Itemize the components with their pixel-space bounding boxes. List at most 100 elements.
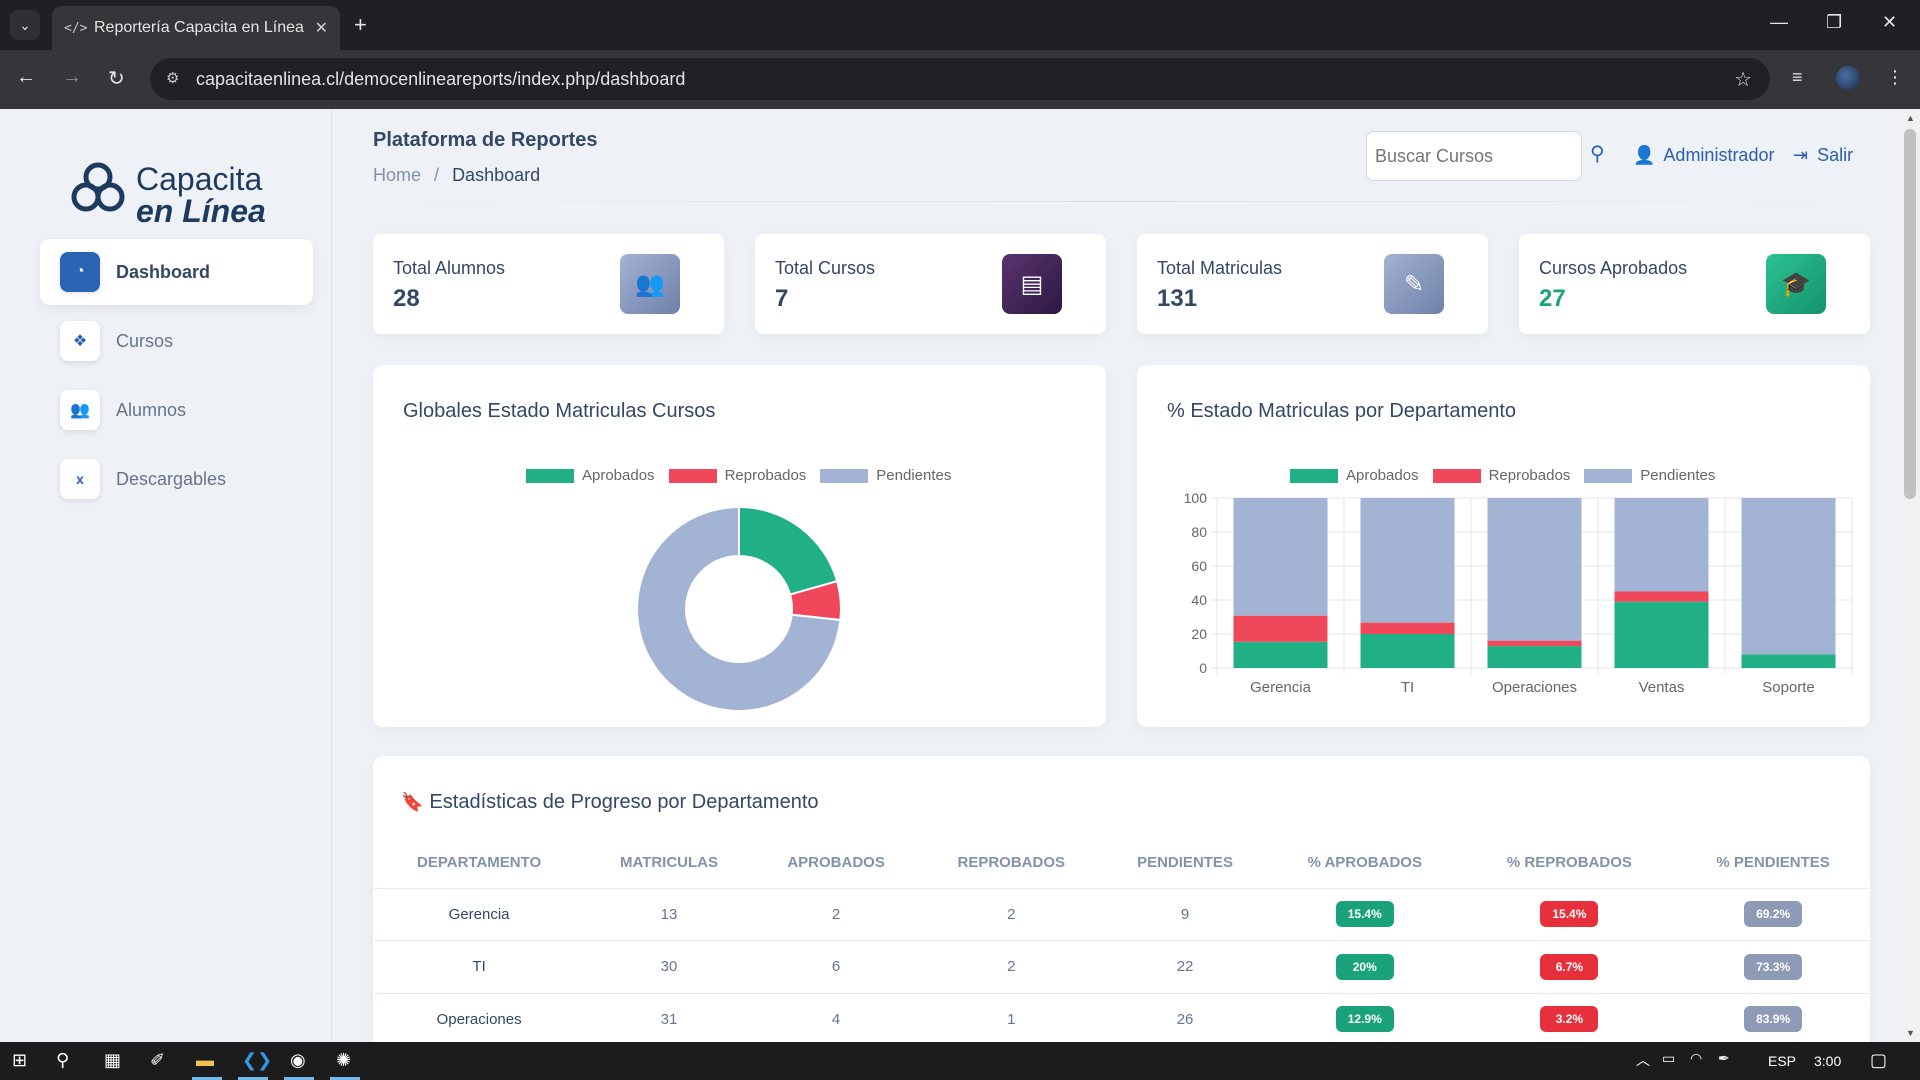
donut-slice-pendientes[interactable]	[636, 505, 842, 712]
col-header[interactable]: % APROBADOS	[1266, 838, 1463, 889]
page-scrollbar[interactable]: ▲ ▼	[1900, 109, 1920, 1042]
battery-icon[interactable]: ▭	[1662, 1050, 1676, 1066]
stacked-bar-chart: 0 20 40 60 80 100 Gerencia TI Operaciones Ventas S…	[1184, 490, 1853, 696]
new-tab-icon[interactable]: +	[354, 12, 367, 37]
pen-icon[interactable]: ✒	[1718, 1050, 1730, 1066]
legend-item[interactable]: Pendientes	[820, 467, 951, 484]
bar-aprobados-operaciones[interactable]	[1487, 646, 1582, 668]
bar-pendientes-gerencia[interactable]	[1233, 498, 1328, 616]
y-tick-label: 80	[1191, 524, 1207, 540]
stat-card-aprobados: Cursos Aprobados 27 🎓	[1519, 234, 1870, 334]
stat-card-alumnos: Total Alumnos 28 👥	[373, 234, 724, 334]
breadcrumb-home-link[interactable]: Home	[373, 165, 422, 185]
scroll-up-icon[interactable]: ▲	[1906, 113, 1915, 123]
chrome-icon[interactable]: ◉	[290, 1050, 306, 1070]
sidebar-item-dashboard[interactable]: ◔ Dashboard	[40, 239, 313, 305]
bar-aprobados-ventas[interactable]	[1614, 601, 1709, 668]
cell: 12.9%	[1266, 993, 1463, 1042]
search-input[interactable]	[1366, 131, 1582, 181]
language-indicator[interactable]: ESP	[1768, 1053, 1797, 1069]
back-arrow-icon[interactable]: ←	[16, 66, 36, 88]
cell: 26	[1103, 993, 1267, 1042]
x-tick-label: Ventas	[1639, 679, 1685, 696]
media-queue-icon[interactable]: ≡	[1792, 67, 1803, 87]
bar-pendientes-ti[interactable]	[1360, 498, 1455, 623]
cell: 4	[752, 993, 920, 1042]
legend-item[interactable]: Reprobados	[1432, 467, 1571, 484]
legend-item[interactable]: Reprobados	[668, 467, 806, 484]
legend-item[interactable]: Pendientes	[1584, 467, 1715, 484]
scrollbar-thumb[interactable]	[1904, 129, 1916, 499]
bar-reprobados-ventas[interactable]	[1614, 591, 1709, 602]
col-header[interactable]: APROBADOS	[752, 838, 920, 889]
legend-label: Aprobados	[582, 467, 655, 484]
calculator-icon[interactable]: ▦	[104, 1050, 122, 1070]
clock[interactable]: 3:00	[1814, 1053, 1842, 1069]
col-header[interactable]: REPROBADOS	[919, 838, 1104, 889]
sidebar-item-alumnos[interactable]: 👥 Alumnos	[40, 377, 313, 443]
restore-icon[interactable]: ❐	[1826, 12, 1843, 32]
browser-tab[interactable]: </> Reportería Capacita en Línea ✕	[52, 6, 340, 50]
bar-reprobados-ti[interactable]	[1360, 622, 1455, 634]
legend-item[interactable]: Aprobados	[1290, 467, 1419, 484]
bar-aprobados-soporte[interactable]	[1741, 654, 1836, 668]
sidebar-item-descargables[interactable]: x Descargables	[40, 446, 313, 512]
wifi-icon[interactable]: ◠	[1690, 1050, 1703, 1066]
sidebar: Capacita en Línea ◔ Dashboard ❖ Cursos 👥…	[0, 109, 332, 1042]
col-header[interactable]: % PENDIENTES	[1676, 838, 1870, 889]
bookmark-star-icon[interactable]: ☆	[1734, 69, 1752, 91]
forward-arrow-icon[interactable]: →	[62, 66, 82, 88]
brand-logo[interactable]: Capacita en Línea	[68, 155, 278, 227]
bar-reprobados-operaciones[interactable]	[1487, 640, 1582, 647]
sidebar-item-cursos[interactable]: ❖ Cursos	[40, 308, 313, 374]
notifications-icon[interactable]: ▢	[1870, 1050, 1888, 1070]
user-icon: 👤	[1633, 145, 1656, 165]
file-explorer-icon[interactable]: ▬	[196, 1050, 214, 1070]
close-window-icon[interactable]: ✕	[1882, 12, 1898, 32]
cell: 2	[919, 940, 1104, 994]
cell: 1	[919, 993, 1104, 1042]
bar-aprobados-gerencia[interactable]	[1233, 641, 1328, 668]
tray-chevron-icon[interactable]: ︿	[1636, 1052, 1650, 1068]
sidebar-item-label: Alumnos	[116, 399, 187, 420]
menu-dots-icon[interactable]: ⋮	[1886, 67, 1904, 87]
bar-aprobados-ti[interactable]	[1360, 634, 1455, 668]
bar-pendientes-ventas[interactable]	[1614, 498, 1709, 592]
bar-pendientes-soporte[interactable]	[1741, 498, 1836, 655]
search-icon[interactable]: ⚲	[1590, 143, 1605, 165]
col-header[interactable]: MATRICULAS	[585, 838, 753, 889]
tab-search-button[interactable]: ⌄	[10, 10, 40, 40]
logout-link[interactable]: ⇥ Salir	[1793, 145, 1853, 166]
legend-label: Reprobados	[1488, 467, 1571, 484]
app-icon[interactable]: ✺	[336, 1050, 352, 1070]
vscode-icon[interactable]: ❮❯	[242, 1050, 273, 1070]
col-header[interactable]: DEPARTAMENTO	[373, 838, 586, 889]
notes-icon[interactable]: ✐	[150, 1050, 166, 1070]
address-bar[interactable]: ⚙ capacitaenlinea.cl/democenlineareports…	[150, 58, 1770, 100]
cell-department: TI	[373, 940, 586, 994]
bar-pendientes-operaciones[interactable]	[1487, 498, 1582, 641]
site-settings-icon[interactable]: ⚙	[166, 70, 180, 87]
scroll-down-icon[interactable]: ▼	[1906, 1028, 1915, 1038]
y-tick-label: 60	[1191, 558, 1207, 574]
tab-strip: ⌄ </> Reportería Capacita en Línea ✕ + —…	[0, 0, 1920, 50]
table-row: TI 30 6 2 22 20% 6.7% 73.3%	[373, 940, 1870, 994]
sidebar-item-label: Dashboard	[116, 261, 211, 282]
close-tab-icon[interactable]: ✕	[314, 20, 328, 37]
donut-slice-aprobados[interactable]	[738, 505, 839, 596]
running-indicator	[330, 1077, 360, 1080]
search-icon[interactable]: ⚲	[56, 1050, 70, 1070]
bar-reprobados-gerencia[interactable]	[1233, 615, 1328, 642]
windows-start-icon[interactable]: ⊞	[12, 1050, 28, 1070]
profile-avatar[interactable]	[1836, 66, 1860, 90]
reload-icon[interactable]: ↻	[108, 68, 125, 90]
y-tick-label: 20	[1191, 626, 1207, 642]
graduate-icon: 🎓	[1766, 254, 1826, 314]
user-menu[interactable]: 👤 Administrador	[1633, 145, 1774, 166]
legend-label: Aprobados	[1346, 467, 1419, 484]
col-header[interactable]: % REPROBADOS	[1462, 838, 1677, 889]
minimize-icon[interactable]: —	[1770, 12, 1788, 32]
legend-item[interactable]: Aprobados	[526, 467, 655, 484]
col-header[interactable]: PENDIENTES	[1103, 838, 1267, 889]
chart-title: % Estado Matriculas por Departamento	[1167, 400, 1517, 422]
